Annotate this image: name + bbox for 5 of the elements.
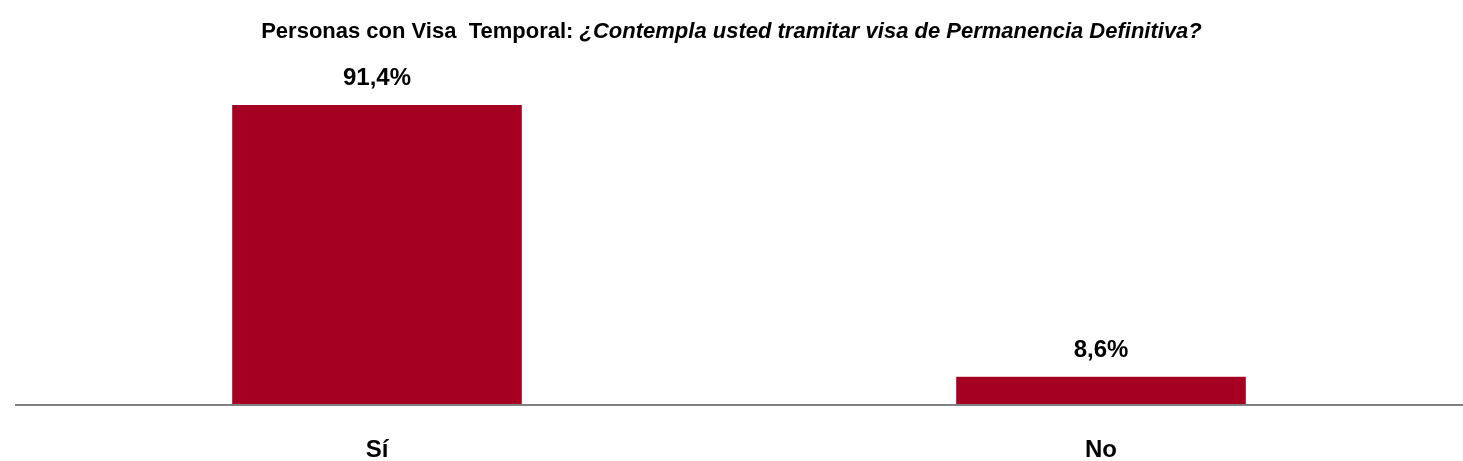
chart-title: Personas con Visa Temporal: ¿Contempla usted tramitar visa de Permanencia Definitiva? [261, 18, 1202, 43]
data-label: 8,6% [1073, 334, 1129, 362]
x-tick-label: Sí [365, 435, 390, 461]
data-label: 91,4% [342, 63, 412, 90]
x-tick-label: No [1085, 435, 1117, 461]
